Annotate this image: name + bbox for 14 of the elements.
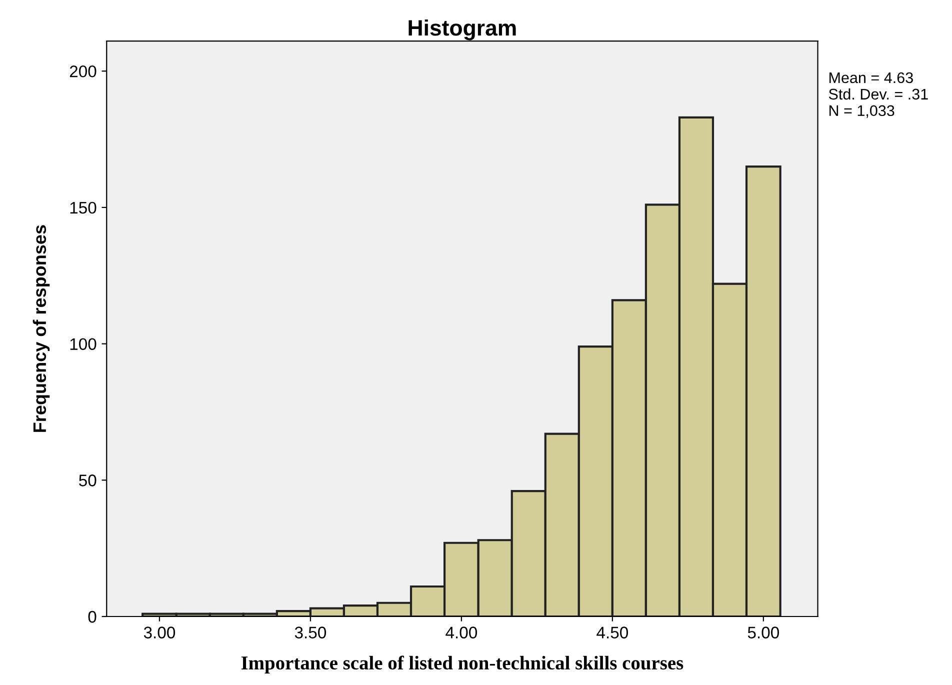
x-tick-label: 5.00 (748, 626, 779, 638)
y-tick-label: 50 (79, 474, 96, 486)
y-tick-label: 150 (70, 202, 96, 214)
x-tick-label: 4.50 (596, 626, 628, 638)
text: Mean = 4.63 Std. Dev. = .31 N = 1,033 (828, 72, 928, 118)
chart-title: Histogram (408, 19, 516, 40)
x-tick-label: 3.00 (144, 626, 176, 638)
x-tick-label: 3.50 (294, 626, 326, 638)
y-tick-label: 0 (88, 610, 96, 623)
x-axis-title: Importance scale of listed non-technical skills courses (241, 656, 684, 674)
y-axis-title: Frequency of responses (32, 225, 50, 432)
y-tick-label: 100 (70, 338, 96, 350)
x-tick-label: 4.00 (446, 626, 478, 638)
y-tick-label: 200 (70, 66, 96, 78)
